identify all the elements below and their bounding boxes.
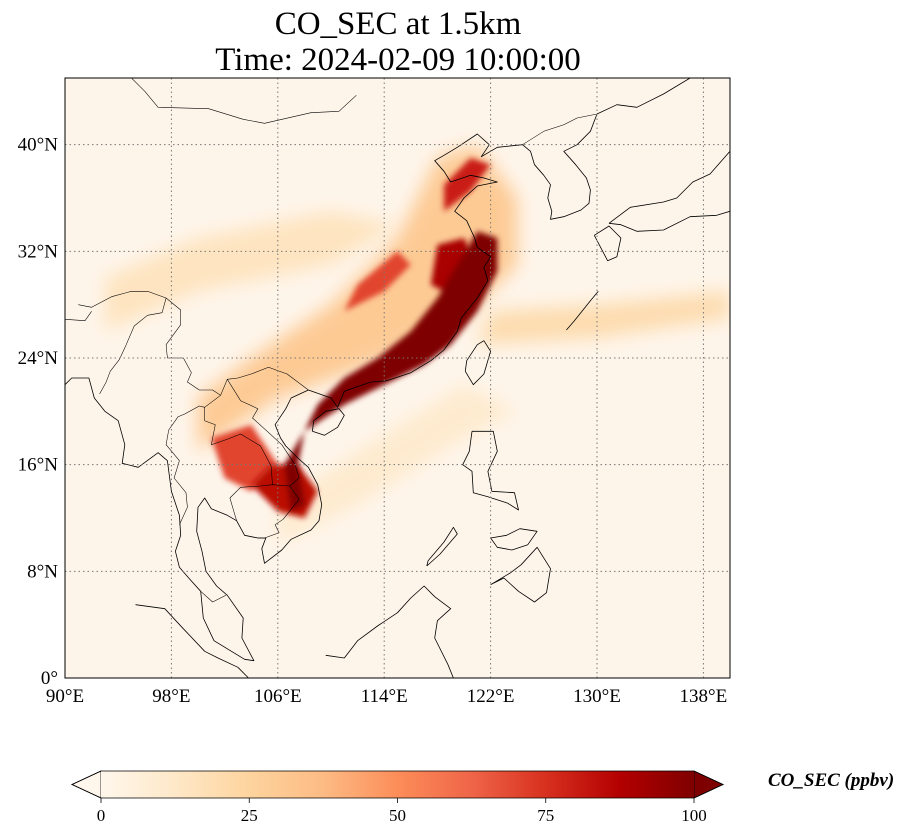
coastline-layer [65,78,730,678]
china-nk-border [522,113,598,145]
sumatra-coast [135,604,249,678]
mongolia-china-border [131,78,357,124]
borneo-coast [325,585,454,678]
plume-area-6 [444,158,491,212]
map-subtitle-time: Time: 2024-02-09 10:00:00 [215,42,581,78]
plume-area-1 [104,211,398,332]
latitude-tick-label: 24°N [18,348,59,369]
plume-area-5 [211,424,278,492]
map-frame [64,77,731,679]
luzon-island [462,430,519,511]
latitude-tick-label: 40°N [18,135,59,156]
colorbar-label: CO_SEC (ppbv) [768,770,895,791]
longitude-ticks: 90°E 98°E 106°E 114°E 122°E 130°E 138°E [46,686,727,707]
colorbar-tick-label: 25 [241,806,258,825]
longitude-tick-label: 90°E [46,686,84,707]
cambodia-border [229,484,300,539]
visayas-islands [490,528,538,551]
india-china-border [78,291,167,308]
malaysia-thailand-border [200,591,227,603]
latitude-tick-label: 32°N [18,241,59,262]
laos-myanmar-thailand-border [165,395,221,525]
colorbar-tick-label: 75 [537,806,554,825]
longitude-tick-label: 106°E [254,686,302,707]
longitude-tick-label: 138°E [680,686,728,707]
laos-vietnam-border [227,379,300,487]
thailand-cambodia-west [229,497,237,521]
japan-kyushu [593,225,622,262]
plume-area-2 [477,291,730,345]
japan-honshu [608,136,730,232]
colorbar-tick-label: 100 [681,806,707,825]
longitude-tick-label: 130°E [573,686,621,707]
longitude-tick-label: 114°E [361,686,408,707]
plume-area-0 [277,384,518,545]
korea-coast [522,113,598,220]
ryukyu-islands [566,291,599,331]
map-title: CO_SEC at 1.5km [274,6,522,42]
japan-hokkaido [729,101,730,118]
colorbar-over-extension [693,770,724,799]
latitude-tick-label: 16°N [18,455,59,476]
latitude-ticks: 0° 8°N 16°N 24°N 32°N 40°N [18,135,59,689]
colorbar: 0 25 50 75 100 [71,770,724,825]
latitude-tick-label: 0° [41,668,58,689]
china-coast [308,133,523,408]
laos-thailand-border [204,407,273,485]
palawan-island [426,526,458,567]
plume-area-4 [344,251,411,312]
colorbar-gradient [101,771,694,798]
russia-coast [596,78,691,115]
longitude-tick-label: 122°E [467,686,515,707]
plume-area-9 [284,231,498,512]
colorbar-tick-label: 50 [389,806,406,825]
taiwan-island [464,340,492,386]
co-concentration-field [104,144,730,545]
hainan-island [312,408,345,436]
mindanao-island [490,546,551,603]
colorbar-tick-label: 0 [97,806,106,825]
graticule [65,78,730,678]
latitude-tick-label: 8°N [27,561,58,582]
myanmar-india-border [99,297,167,395]
longitude-tick-label: 98°E [152,686,190,707]
nepal-bhutan-border [65,311,92,321]
colorbar-under-extension [71,770,102,799]
